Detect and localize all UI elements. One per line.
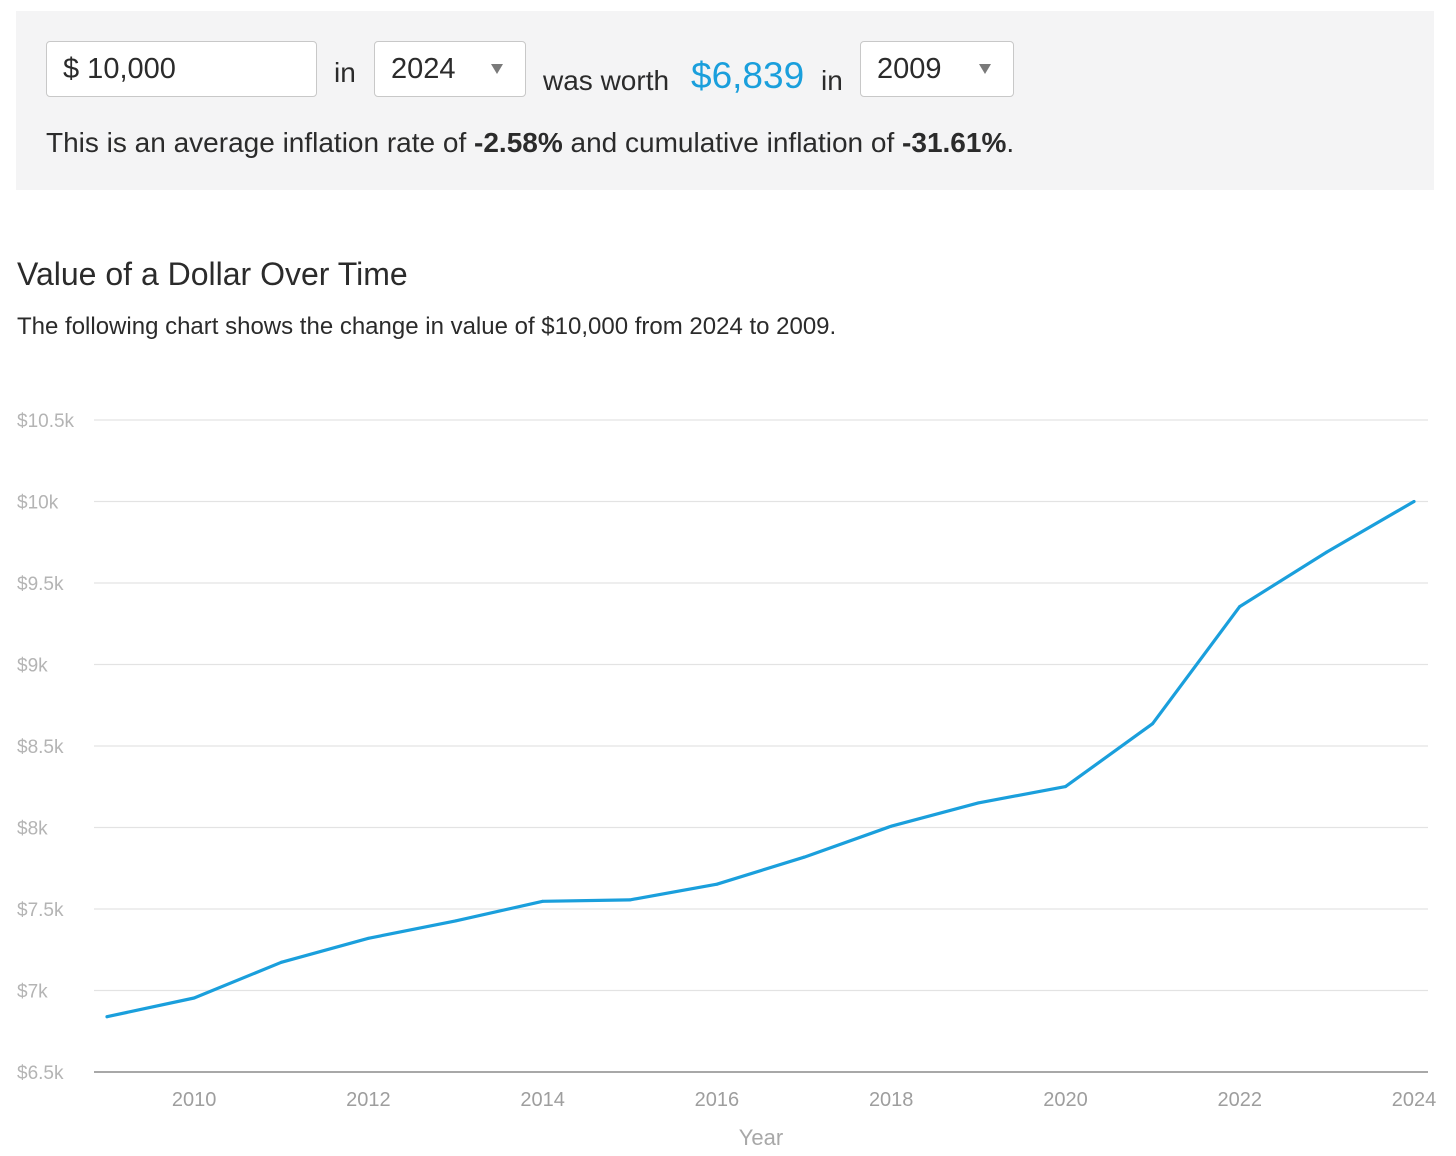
x-tick-label: 2016 (695, 1089, 740, 1111)
data-point (889, 824, 893, 828)
amount-input[interactable]: $ 10,000 (46, 41, 317, 97)
caret-down-icon (979, 64, 991, 74)
data-point (802, 855, 806, 859)
data-point (192, 996, 196, 1000)
y-tick-label: $6.5k (17, 1063, 64, 1084)
to-year-select[interactable]: 2009 (860, 41, 1014, 97)
x-tick-label: 2022 (1217, 1089, 1262, 1111)
data-point (715, 882, 719, 886)
y-tick-label: $8.5k (17, 737, 64, 758)
x-tick-label: 2024 (1392, 1089, 1437, 1111)
series-line (105, 499, 1416, 1019)
in-label-to: in (821, 65, 843, 96)
x-tick-label: 2012 (346, 1089, 391, 1111)
summary-prefix: This is an average inflation rate of (46, 127, 475, 158)
x-tick-label: 2020 (1043, 1089, 1088, 1111)
data-point (454, 919, 458, 923)
summary-middle: and cumulative inflation of (562, 127, 903, 158)
x-tick-label: 2014 (520, 1089, 565, 1111)
calculator-panel: $ 10,000 in 2024 was worth $6,839 in 200… (16, 11, 1434, 190)
x-axis-label: Year (739, 1125, 783, 1150)
in-label-from: in (334, 57, 356, 88)
inflation-summary: This is an average inflation rate of -2.… (46, 127, 1014, 159)
amount-input-value: $ 10,000 (63, 52, 176, 85)
y-tick-label: $7k (17, 982, 48, 1003)
section-subtitle: The following chart shows the change in … (17, 313, 837, 340)
data-point (628, 898, 632, 902)
data-point (1325, 550, 1329, 554)
from-year-select[interactable]: 2024 (374, 41, 526, 97)
data-point (105, 1015, 109, 1019)
from-year-value: 2024 (391, 52, 456, 85)
y-tick-label: $10.5k (17, 411, 75, 432)
section-title: Value of a Dollar Over Time (17, 256, 408, 292)
was-worth-label: was worth (543, 65, 670, 96)
caret-down-icon (491, 64, 503, 74)
y-tick-label: $7.5k (17, 900, 64, 921)
cumulative-inflation-rate: -31.61% (902, 127, 1007, 158)
to-year-value: 2009 (877, 52, 942, 85)
average-inflation-rate: -2.58% (474, 127, 563, 158)
data-point (279, 960, 283, 964)
y-tick-label: $10k (17, 493, 59, 514)
x-tick-label: 2010 (172, 1089, 217, 1111)
data-point (1063, 785, 1067, 789)
data-point (976, 801, 980, 805)
y-tick-label: $9k (17, 656, 48, 677)
data-point (1412, 500, 1416, 503)
summary-suffix: . (1006, 127, 1015, 158)
data-point (1151, 722, 1155, 726)
y-tick-label: $8k (17, 819, 48, 840)
worth-value: $6,839 (691, 55, 805, 96)
data-point (366, 936, 370, 940)
y-tick-label: $9.5k (17, 574, 64, 595)
x-tick-label: 2018 (869, 1089, 914, 1111)
data-point (541, 899, 545, 903)
value-line-chart: $6.5k $7k $7.5k $8k $8.5k $9k $9.5k $10k $10.5k 2… (17, 411, 1437, 1150)
data-point (1238, 605, 1242, 609)
